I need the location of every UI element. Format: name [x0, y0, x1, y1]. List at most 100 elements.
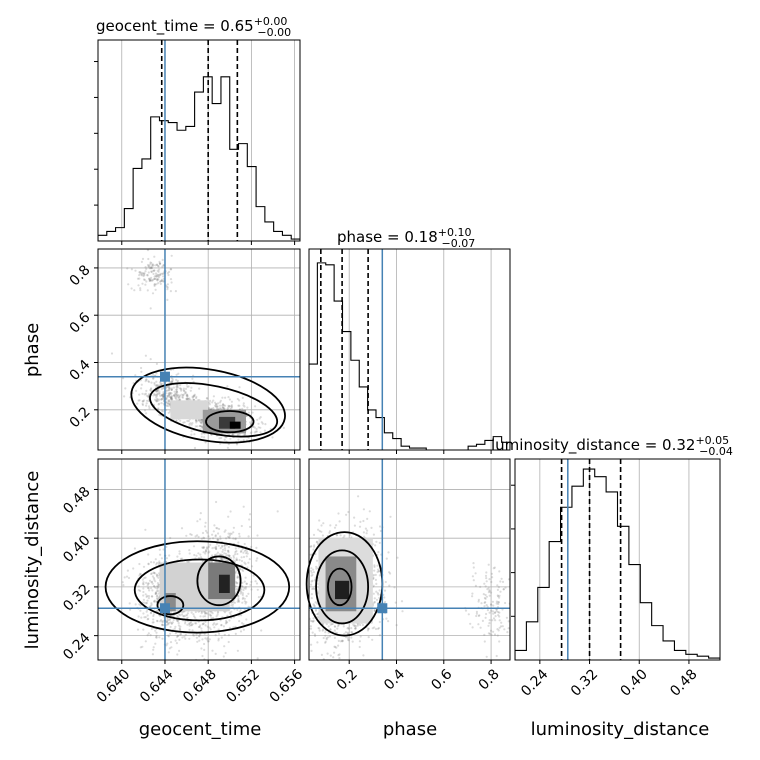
- panel-distance-vs-geocent-time-point: [151, 575, 154, 578]
- panel-distance-vs-phase-point: [306, 626, 308, 628]
- panel-phase-vs-geocent-time-point: [176, 386, 179, 389]
- panel-phase-vs-geocent-time-point: [226, 446, 229, 449]
- panel-distance-vs-phase-point: [338, 520, 341, 523]
- panel-distance-vs-phase-point: [477, 623, 480, 626]
- panel-distance-vs-geocent-time-point: [147, 562, 150, 565]
- panel-distance-vs-geocent-time-point: [237, 597, 240, 600]
- panel-phase-vs-geocent-time-point: [143, 409, 147, 412]
- panel-phase-vs-geocent-time-point: [155, 396, 158, 399]
- panel-distance-vs-geocent-time-point: [208, 613, 211, 616]
- panel-phase-vs-geocent-time-point: [160, 394, 163, 397]
- panel-phase-vs-geocent-time-point: [155, 275, 158, 278]
- panel-phase-vs-geocent-time-point: [167, 411, 170, 414]
- panel-phase-vs-geocent-time-point: [156, 273, 159, 276]
- panel-distance-vs-geocent-time-point: [200, 666, 202, 668]
- panel-phase-vs-geocent-time-point: [204, 441, 207, 444]
- panel-phase-vs-geocent-time-point: [199, 421, 202, 424]
- panel-distance-vs-geocent-time-point: [230, 557, 233, 560]
- panel-phase-vs-geocent-time-point: [228, 405, 231, 408]
- panel-phase-vs-geocent-time-point: [238, 386, 241, 389]
- panel-phase-vs-geocent-time-point: [169, 396, 173, 399]
- panel-distance-vs-geocent-time-point: [155, 590, 159, 593]
- panel-distance-vs-geocent-time-point: [165, 545, 168, 549]
- panel-distance-vs-geocent-time-point: [142, 598, 145, 601]
- panel-distance-vs-phase-point: [311, 587, 314, 591]
- panel-distance-vs-geocent-time-point: [213, 546, 216, 549]
- panel-distance-vs-phase-point: [475, 614, 478, 618]
- panel-phase-vs-geocent-time-point: [133, 289, 136, 292]
- panel-phase-vs-geocent-time-point: [224, 396, 227, 399]
- panel-phase-vs-geocent-time-point: [160, 279, 163, 282]
- panel-distance-vs-phase-point: [491, 619, 494, 622]
- panel-distance-vs-geocent-time-point: [239, 592, 242, 595]
- panel-distance-vs-geocent-time-point: [146, 594, 149, 598]
- panel-distance-vs-geocent-time-point: [228, 626, 231, 629]
- panel-distance-vs-geocent-time-point: [248, 518, 251, 521]
- panel-distance-vs-phase-point: [489, 591, 493, 594]
- panel-phase-vs-geocent-time-point: [153, 283, 156, 286]
- panel-distance-vs-phase-point: [313, 605, 316, 608]
- panel-phase-vs-geocent-time-point: [152, 377, 155, 380]
- panel-distance-vs-phase-point: [297, 544, 299, 546]
- panel-distance-vs-geocent-time-point: [181, 667, 183, 669]
- panel-phase-vs-geocent-time-point: [167, 386, 170, 389]
- panel-distance-vs-geocent-time-point: [214, 670, 216, 672]
- panel-distance-vs-geocent-time-point: [204, 548, 208, 552]
- panel-phase-vs-geocent-time-point: [134, 269, 137, 272]
- panel-distance-vs-phase-point: [366, 517, 369, 521]
- panel-distance-vs-phase-point: [328, 635, 331, 638]
- panel-distance-vs-geocent-time-point: [238, 532, 241, 535]
- panel-distance-vs-geocent-time-point: [236, 575, 239, 578]
- panel-distance-vs-phase-point: [372, 584, 375, 587]
- panel-distance-vs-phase-point: [347, 638, 350, 641]
- panel-distance-vs-geocent-time-point: [240, 585, 243, 588]
- panel-distance-vs-geocent-time-point: [178, 552, 181, 555]
- panel-distance-vs-phase-point: [494, 611, 497, 614]
- panel-distance-vs-phase-point: [312, 571, 315, 574]
- panel-distance-vs-geocent-time-point: [245, 601, 248, 604]
- panel-distance-vs-phase-point: [315, 567, 318, 570]
- panel-phase-vs-geocent-time-point: [178, 396, 181, 399]
- panel-distance-vs-geocent-time-point: [154, 591, 157, 594]
- panel-distance-vs-geocent-time-point: [178, 649, 181, 653]
- panel-distance-vs-geocent-time-point: [197, 535, 200, 539]
- panel-distance-vs-geocent-time-point: [159, 620, 162, 623]
- panel-distance-vs-phase-point: [364, 527, 367, 530]
- panel-distance-vs-geocent-time-point: [155, 631, 158, 634]
- panel-distance-vs-geocent-time-point: [154, 642, 157, 645]
- panel-phase-vs-geocent-time-point: [242, 439, 245, 442]
- ylabel-phase: phase: [22, 323, 43, 377]
- panel-distance-vs-geocent-time-point: [208, 537, 211, 540]
- panel-distance-vs-phase-density: [318, 538, 373, 624]
- panel-phase-vs-geocent-time-point: [198, 419, 201, 422]
- panel-phase-vs-geocent-time-point: [161, 397, 164, 400]
- panel-distance-vs-phase-point: [375, 540, 378, 543]
- panel-distance-vs-geocent-time-point: [223, 611, 227, 614]
- panel-distance-vs-geocent-time-point: [139, 589, 142, 593]
- panel-distance-vs-geocent-time-point: [152, 614, 155, 618]
- panel-phase-vs-geocent-time-point: [170, 392, 173, 395]
- panel-distance-vs-phase-point: [306, 544, 308, 546]
- panel-phase-vs-geocent-time-point: [157, 384, 160, 387]
- panel-distance-vs-phase-point: [314, 552, 317, 556]
- panel-distance-vs-phase-point: [346, 627, 349, 630]
- panel-distance-vs-phase-point: [389, 572, 392, 575]
- panel-distance-vs-geocent-time-point: [154, 592, 157, 596]
- panel-distance-vs-phase-point: [346, 631, 349, 634]
- panel-distance-vs-geocent-time-point: [229, 613, 232, 616]
- panel-distance-vs-geocent-time-point: [125, 575, 129, 578]
- panel-phase-vs-geocent-time-point: [156, 389, 159, 392]
- panel-distance-vs-geocent-time-point: [205, 612, 208, 615]
- panel-phase-vs-geocent-time-point: [174, 397, 178, 400]
- panel-distance-vs-geocent-time-point: [155, 597, 159, 600]
- panel-phase-vs-geocent-time-point: [217, 408, 220, 411]
- panel-distance-vs-phase-point: [325, 623, 328, 626]
- panel-phase-vs-geocent-time-point: [173, 394, 176, 397]
- panel-distance-vs-geocent-time-point: [191, 629, 194, 632]
- panel-distance-vs-geocent-time-point: [179, 625, 182, 628]
- panel-distance-vs-geocent-time-point: [243, 597, 246, 600]
- panel-distance-vs-geocent-time-point: [149, 572, 153, 576]
- panel-distance-vs-phase-point: [505, 616, 508, 619]
- panel-distance-vs-phase-point: [291, 594, 293, 596]
- panel-distance-vs-geocent-time-point: [197, 556, 201, 560]
